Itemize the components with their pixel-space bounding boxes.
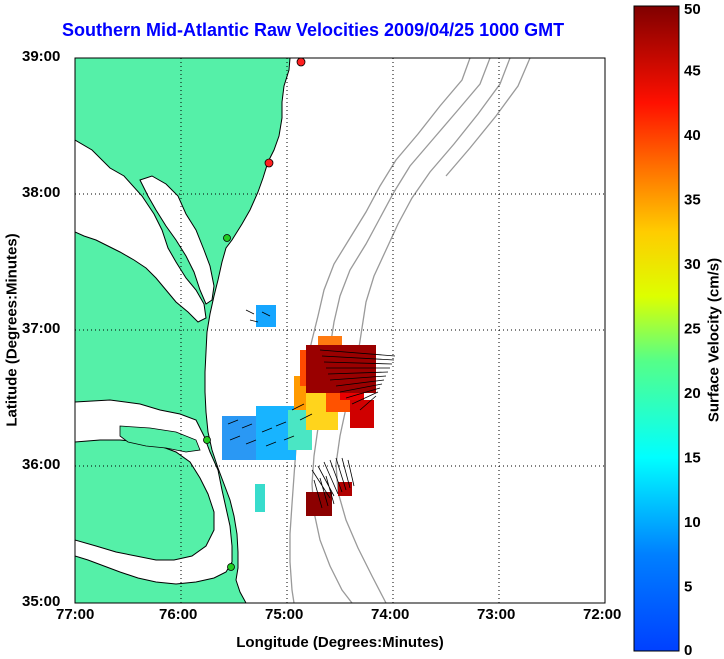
velocity-cell (256, 305, 276, 327)
x-tick-label: 72:00 (583, 606, 622, 623)
colorbar-tick-label: 25 (684, 321, 701, 338)
station-marker (296, 58, 306, 67)
colorbar-tick-label: 5 (684, 579, 692, 596)
station-marker (227, 563, 235, 571)
y-tick-label: 39:00 (22, 48, 61, 65)
albemarle-sound (119, 425, 201, 453)
colorbar-tick-label: 15 (684, 450, 701, 467)
colorbar-label: Surface Velocity (cm/s) (705, 257, 723, 423)
velocity-cell (338, 482, 352, 496)
y-tick-label: 36:00 (22, 456, 61, 473)
velocity-cell (350, 400, 374, 428)
chesapeake-bay (75, 139, 207, 323)
colorbar (633, 5, 680, 652)
map-title: Southern Mid-Atlantic Raw Velocities 200… (62, 20, 565, 40)
x-tick-label: 77:00 (56, 606, 95, 623)
y-axis-label: Latitude (Degrees:Minutes) (3, 233, 21, 427)
bathymetry-contours (289, 58, 531, 603)
bay-channel (139, 175, 215, 305)
y-tick-label: 35:00 (22, 593, 61, 610)
colorbar-tick-label: 40 (684, 127, 701, 144)
station-marker (203, 436, 211, 444)
x-tick-label: 75:00 (265, 606, 304, 623)
grid-lines (75, 58, 605, 603)
colorbar-tick-label: 50 (684, 1, 701, 18)
y-tick-label: 38:00 (22, 184, 61, 201)
current-vectors (227, 309, 396, 509)
colorbar-tick-label: 45 (684, 63, 701, 80)
x-tick-label: 76:00 (159, 606, 198, 623)
colorbar-tick-label: 20 (684, 385, 701, 402)
colorbar-tick-label: 0 (684, 642, 692, 659)
velocity-cell (255, 484, 265, 512)
colorbar-tick-label: 30 (684, 256, 701, 273)
axes-frame (74, 57, 606, 604)
y-tick-label: 37:00 (22, 320, 61, 337)
x-tick-label: 73:00 (477, 606, 516, 623)
colorbar-tick-label: 35 (684, 192, 701, 209)
x-axis-label: Longitude (Degrees:Minutes) (236, 634, 444, 651)
colorbar-tick-label: 10 (684, 514, 701, 531)
velocity-cell (306, 345, 376, 393)
x-tick-label: 74:00 (371, 606, 410, 623)
station-marker (264, 158, 274, 168)
station-marker (223, 234, 231, 242)
